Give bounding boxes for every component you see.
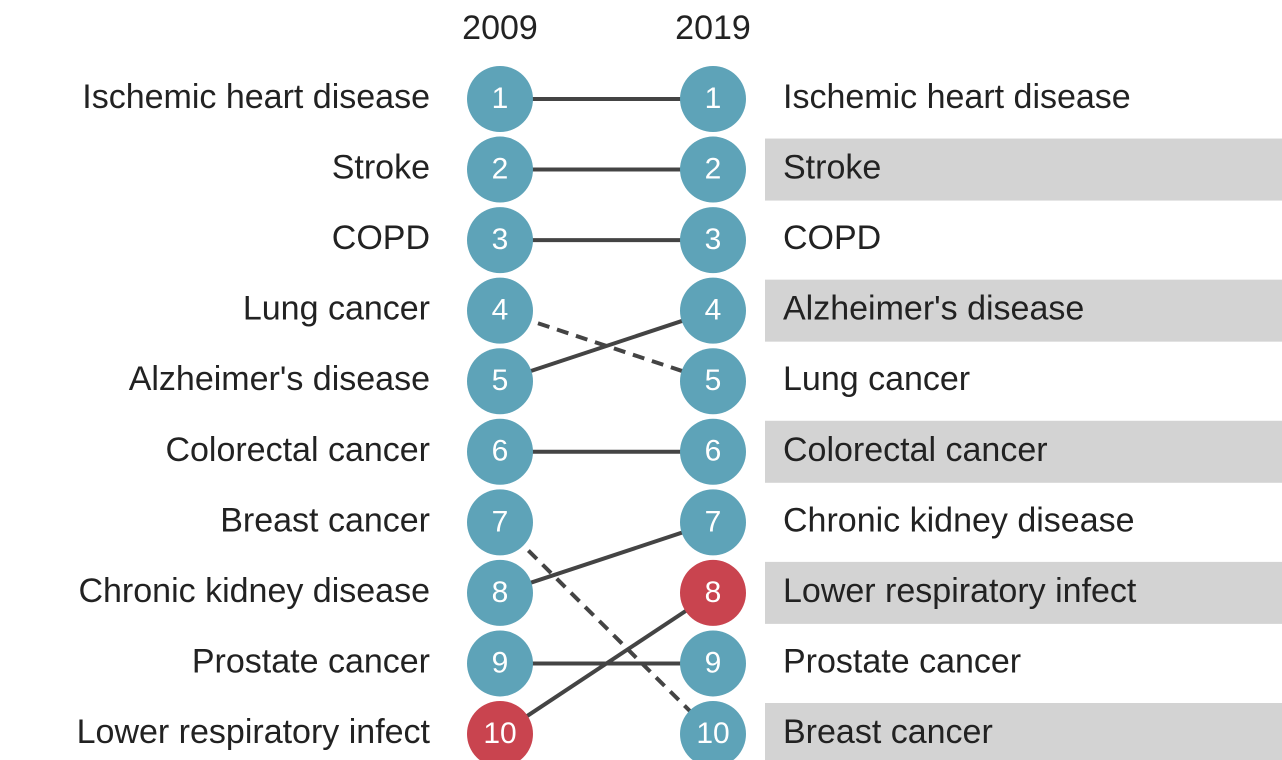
rank-dot — [467, 630, 533, 697]
column-header: 2009 — [462, 9, 538, 47]
left-label: Alzheimer's disease — [129, 360, 430, 398]
lines — [498, 97, 715, 736]
rank-label: 6 — [492, 435, 509, 468]
slope-line — [499, 520, 714, 595]
rank-dot — [680, 418, 746, 485]
right-label: Lower respiratory infect — [783, 572, 1137, 610]
row-band — [765, 561, 1282, 624]
rank-dot — [680, 701, 746, 760]
rank-label: 7 — [492, 505, 509, 538]
right-label: Stroke — [783, 149, 881, 187]
slope-line — [499, 308, 714, 384]
rank-dot — [680, 136, 746, 203]
rank-label: 5 — [492, 364, 509, 397]
column-header: 2019 — [675, 9, 751, 47]
rank-dot — [680, 489, 746, 556]
rank-label: 10 — [696, 717, 729, 750]
rank-label: 1 — [492, 82, 509, 115]
rank-dot — [467, 136, 533, 203]
row-band — [765, 138, 1282, 201]
rank-dot — [680, 66, 746, 132]
left-label: Stroke — [332, 149, 430, 187]
left-label: Prostate cancer — [192, 642, 430, 680]
rank-label: 9 — [705, 646, 722, 679]
left-label: Colorectal cancer — [165, 431, 430, 469]
rank-dot — [467, 348, 533, 415]
rank-dot — [467, 559, 533, 626]
rank-dot — [680, 348, 746, 415]
rank-label: 8 — [705, 576, 722, 609]
bands — [765, 138, 1282, 760]
rank-label: 8 — [492, 576, 509, 609]
dots: 1 1 2 2 3 3 4 5 5 4 6 6 7 10 8 7 9 9 10 8 — [467, 66, 746, 760]
rank-dot — [467, 701, 533, 760]
rank-label: 5 — [705, 364, 722, 397]
right-label: Alzheimer's disease — [783, 290, 1084, 328]
right-label: Ischemic heart disease — [783, 78, 1131, 116]
right-label: Chronic kidney disease — [783, 501, 1135, 539]
rank-dot — [680, 630, 746, 697]
rank-dot — [680, 207, 746, 274]
right-label: COPD — [783, 219, 881, 257]
left-label: COPD — [332, 219, 430, 257]
rank-label: 7 — [705, 505, 722, 538]
rank-dot — [467, 418, 533, 485]
right-label: Breast cancer — [783, 713, 993, 751]
left-label: Lower respiratory infect — [77, 713, 431, 751]
rank-dot — [467, 207, 533, 274]
rank-label: 3 — [492, 223, 509, 256]
rank-label: 3 — [705, 223, 722, 256]
right-label: Colorectal cancer — [783, 431, 1048, 469]
rank-label: 10 — [483, 717, 516, 750]
rank-label: 2 — [705, 152, 722, 185]
slope-line — [498, 591, 715, 736]
right-label: Prostate cancer — [783, 642, 1021, 680]
row-band — [765, 703, 1282, 760]
rank-label: 4 — [492, 294, 509, 327]
rank-label: 9 — [492, 646, 509, 679]
left-label: Lung cancer — [243, 290, 430, 328]
row-band — [765, 420, 1282, 483]
rank-dot — [680, 277, 746, 344]
rank-label: 2 — [492, 152, 509, 185]
row-band — [765, 279, 1282, 342]
rank-dot — [467, 489, 533, 556]
left-label: Ischemic heart disease — [82, 78, 430, 116]
rank-label: 6 — [705, 435, 722, 468]
rank-dot — [680, 559, 746, 626]
rank-label: 4 — [705, 294, 722, 327]
slope-line — [498, 520, 715, 736]
rank-label: 1 — [705, 82, 722, 115]
left-label: Chronic kidney disease — [78, 572, 430, 610]
right-label: Lung cancer — [783, 360, 970, 398]
rank-dot — [467, 277, 533, 344]
slope-line — [499, 308, 714, 384]
left-label: Breast cancer — [220, 501, 430, 539]
rank-dot — [467, 66, 533, 132]
